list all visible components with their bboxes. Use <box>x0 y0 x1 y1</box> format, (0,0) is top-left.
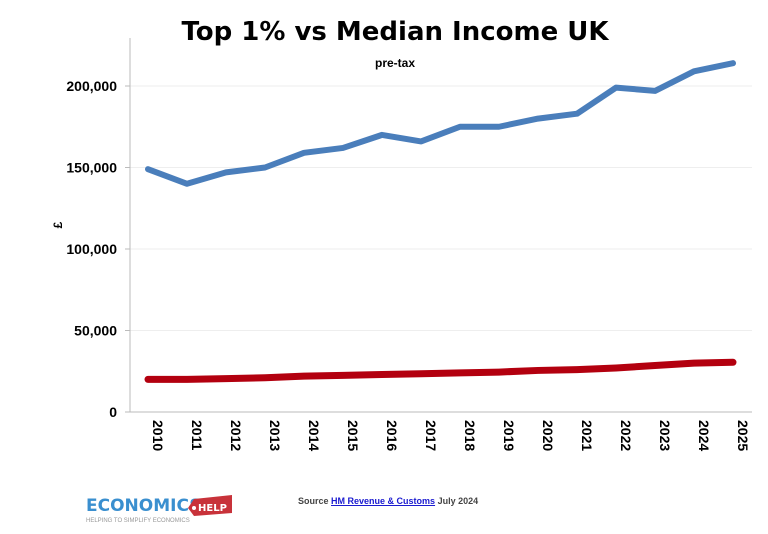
x-tick-label: 2013 <box>267 420 283 451</box>
x-tick-label: 2016 <box>384 420 400 451</box>
svg-text:HELP: HELP <box>198 503 227 514</box>
source-date: July 2024 <box>437 496 479 506</box>
x-tick-label: 2015 <box>345 420 361 451</box>
x-tick-label: 2022 <box>618 420 634 451</box>
x-tick-label: 2019 <box>501 420 517 451</box>
y-tick-label: 150,000 <box>66 160 117 176</box>
x-tick-label: 2017 <box>423 420 439 451</box>
y-tick-label: 50,000 <box>74 323 117 339</box>
x-tick-label: 2023 <box>657 420 673 451</box>
y-tick-label: 200,000 <box>66 78 117 94</box>
svg-text:ECONOMICS: ECONOMICS <box>86 496 202 516</box>
x-tick-label: 2018 <box>462 420 478 451</box>
chart-title: Top 1% vs Median Income UK <box>181 17 609 47</box>
x-tick-label: 2011 <box>189 420 205 451</box>
x-tick-label: 2020 <box>540 420 556 451</box>
x-tick-label: 2021 <box>579 420 595 451</box>
x-tick-label: 2012 <box>228 420 244 451</box>
median-income-line <box>144 358 737 383</box>
economics-help-logo: ECONOMICS HELP HELPING TO SIMPLIFY ECONO… <box>86 491 236 530</box>
chart-subtitle: pre-tax <box>375 56 415 70</box>
y-axis-label: £ <box>51 221 65 228</box>
x-tick-label: 2010 <box>150 420 166 451</box>
source-link[interactable]: HM Revenue & Customs <box>331 496 436 506</box>
x-tick-label: 2025 <box>735 420 751 451</box>
x-tick-label: 2014 <box>306 420 322 451</box>
y-tick-label: 0 <box>109 404 117 420</box>
x-tick-label: 2024 <box>696 420 712 451</box>
source-note: Source HM Revenue & Customs July 2024 <box>298 496 478 506</box>
svg-text:HELPING TO SIMPLIFY ECONOMICS: HELPING TO SIMPLIFY ECONOMICS <box>86 518 190 524</box>
top-1-percent-line <box>145 60 736 187</box>
source-prefix: Source <box>298 496 329 506</box>
y-tick-label: 100,000 <box>66 241 117 257</box>
